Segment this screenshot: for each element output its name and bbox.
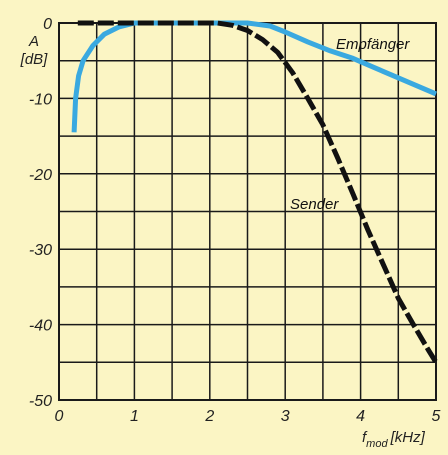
x-axis-label: fmod [kHz] [362,429,426,450]
tick-labels: 0 1 2 3 4 5 0 -10 -20 -30 -40 -50 [29,16,441,425]
series-label-empfaenger: Empfänger [336,36,410,53]
y-axis-label-line2: [dB] [20,51,49,68]
y-tick-label: -40 [29,318,52,335]
series-layer [71,20,439,364]
x-axis-label-sub: mod [366,438,388,450]
x-tick-label: 1 [130,408,139,425]
y-tick-label: 0 [43,16,52,33]
grid [58,22,437,401]
y-tick-label: -10 [29,91,52,108]
x-tick-label: 2 [204,408,214,425]
y-tick-label: -50 [29,393,52,410]
x-tick-label: 4 [356,408,365,425]
x-axis-label-main: f [362,429,368,446]
x-tick-label: 5 [432,408,441,425]
series-line-sender [77,20,439,364]
y-tick-label: -30 [29,242,52,259]
x-tick-label: 3 [281,408,290,425]
series-label-sender: Sender [290,196,339,213]
x-axis-label-unit: [kHz] [390,429,426,446]
y-axis-label-line1: A [28,33,39,50]
y-tick-label: -20 [29,167,52,184]
x-tick-label: 0 [55,408,64,425]
